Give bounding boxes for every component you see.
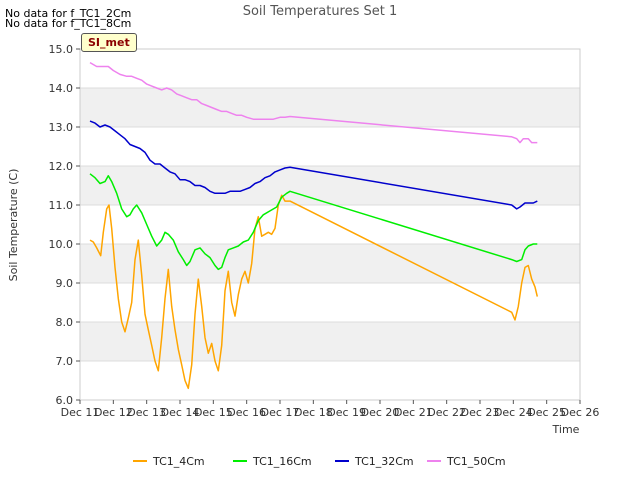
x-tick-label: Dec 26	[561, 406, 600, 419]
plot-background-bands	[80, 48, 580, 401]
y-tick-label: 11.0	[49, 199, 74, 212]
background-band	[80, 322, 580, 361]
background-band	[80, 205, 580, 244]
x-axis-label: Time	[552, 423, 580, 436]
y-tick-label: 10.0	[49, 238, 74, 251]
x-tick-label: Dec 12	[94, 406, 133, 419]
x-tick-label: Dec 22	[427, 406, 466, 419]
series-line-tc1-16cm	[89, 173, 538, 271]
series-line-tc1-32cm	[89, 120, 538, 210]
y-axis-ticks: 6.0 7.0 8.0 9.0 10.0 11.0 12.0 13.0 14.0 15.0	[49, 43, 80, 407]
x-tick-label: Dec 14	[161, 406, 200, 419]
legend-label: TC1_16Cm	[252, 455, 312, 468]
y-tick-label: 9.0	[56, 277, 74, 290]
background-band	[80, 166, 580, 205]
legend-item-tc1-50cm: TC1_50Cm	[427, 455, 506, 468]
x-tick-label: Dec 23	[461, 406, 500, 419]
site-badge: SI_met	[81, 33, 137, 52]
no-data-message-2: No data for f_TC1_8Cm	[5, 17, 132, 30]
background-band	[80, 88, 580, 127]
legend-item-tc1-4cm: TC1_4Cm	[133, 455, 205, 468]
x-tick-label: Dec 17	[261, 406, 300, 419]
legend: TC1_4Cm TC1_16Cm TC1_32Cm TC1_50Cm	[133, 455, 506, 468]
x-tick-label: Dec 20	[361, 406, 400, 419]
x-tick-label: Dec 16	[227, 406, 266, 419]
x-tick-label: Dec 18	[294, 406, 333, 419]
legend-item-tc1-16cm: TC1_16Cm	[233, 455, 312, 468]
chart-title: Soil Temperatures Set 1	[243, 4, 398, 19]
x-tick-label: Dec 19	[327, 406, 366, 419]
plot-frame	[79, 48, 581, 401]
legend-item-tc1-32cm: TC1_32Cm	[335, 455, 414, 468]
y-tick-label: 13.0	[49, 121, 74, 134]
y-tick-label: 7.0	[56, 355, 74, 368]
no-data-message-1: No data for f_TC1_2Cm	[5, 7, 132, 20]
background-band	[80, 283, 580, 322]
background-band	[80, 244, 580, 283]
background-band	[80, 361, 580, 400]
y-tick-label: 6.0	[56, 394, 74, 407]
legend-label: TC1_50Cm	[446, 455, 506, 468]
background-band	[80, 127, 580, 166]
x-tick-label: Dec 13	[127, 406, 166, 419]
x-tick-label: Dec 24	[494, 406, 533, 419]
y-tick-label: 14.0	[49, 82, 74, 95]
y-axis-label: Soil Temperature (C)	[7, 169, 20, 282]
y-tick-label: 12.0	[49, 160, 74, 173]
x-tick-label: Dec 15	[194, 406, 233, 419]
x-tick-label: Dec 11	[61, 406, 100, 419]
legend-label: TC1_32Cm	[354, 455, 414, 468]
y-tick-label: 15.0	[49, 43, 74, 56]
x-tick-label: Dec 21	[394, 406, 433, 419]
background-band	[80, 49, 580, 88]
x-tick-label: Dec 25	[527, 406, 566, 419]
y-tick-label: 8.0	[56, 316, 74, 329]
series-line-tc1-50cm	[89, 61, 538, 144]
series-lines	[89, 61, 539, 390]
legend-label: TC1_4Cm	[152, 455, 205, 468]
